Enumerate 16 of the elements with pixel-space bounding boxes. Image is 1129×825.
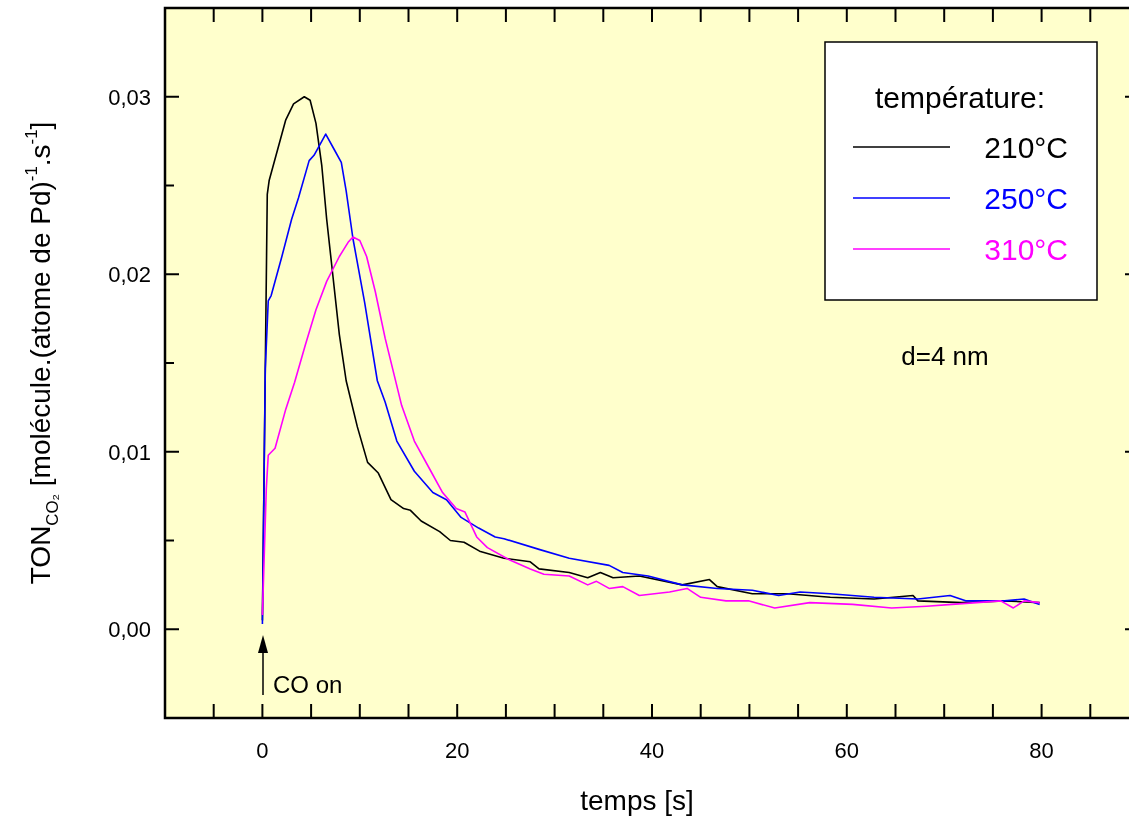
y-tick-label: 0,00 bbox=[108, 617, 151, 643]
x-tick-label: 20 bbox=[444, 738, 470, 763]
legend-label: 250°C bbox=[984, 182, 1068, 215]
x-tick-label: 80 bbox=[1029, 738, 1054, 763]
x-tick-label: 60 bbox=[834, 738, 860, 763]
annotation: d=4 nm bbox=[901, 341, 989, 371]
legend-label: 310°C bbox=[984, 233, 1068, 266]
y-tick-label: 0,01 bbox=[108, 439, 151, 465]
annotation: CO on bbox=[273, 671, 343, 698]
y-tick-label: 0,02 bbox=[108, 262, 151, 288]
legend-title: température: bbox=[874, 81, 1046, 114]
legend-label: 210°C bbox=[984, 131, 1068, 164]
x-tick-label: 40 bbox=[639, 738, 665, 763]
y-tick-label: 0,03 bbox=[108, 84, 151, 110]
x-axis-title: temps [s] bbox=[580, 785, 694, 816]
x-tick-label: 0 bbox=[256, 738, 269, 763]
